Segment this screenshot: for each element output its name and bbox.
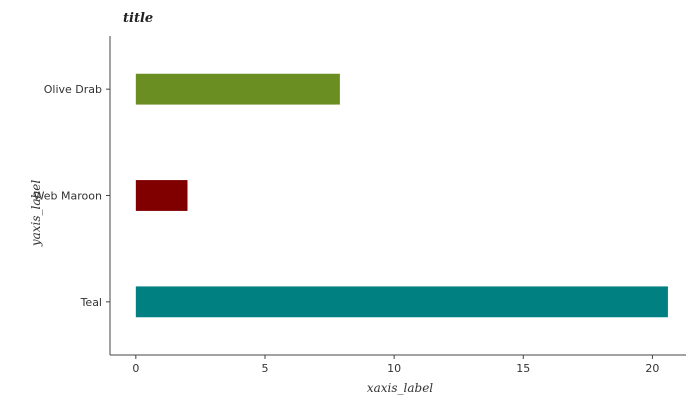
x-axis: 0 5 10 15 20: [110, 354, 686, 375]
x-tick-label-15: 15: [516, 362, 530, 375]
y-tick-label-teal: Teal: [80, 296, 102, 309]
x-tick-label-10: 10: [387, 362, 401, 375]
x-tick-label-20: 20: [645, 362, 659, 375]
bar-olive-drab: [135, 73, 340, 105]
y-tick-label-web-maroon: Web Maroon: [34, 190, 102, 203]
x-tick-label-0: 0: [132, 362, 139, 375]
y-axis: Teal Web Maroon Olive Drab: [34, 36, 111, 355]
x-axis-label: xaxis_label: [367, 381, 433, 395]
bars-layer: [135, 73, 668, 318]
x-tick-label-5: 5: [261, 362, 268, 375]
bar-web-maroon: [135, 180, 188, 211]
chart-title: title: [123, 11, 153, 26]
y-tick-label-olive-drab: Olive Drab: [44, 83, 102, 96]
bar-teal: [135, 286, 668, 318]
y-axis-label: yaxis_label: [29, 180, 43, 247]
